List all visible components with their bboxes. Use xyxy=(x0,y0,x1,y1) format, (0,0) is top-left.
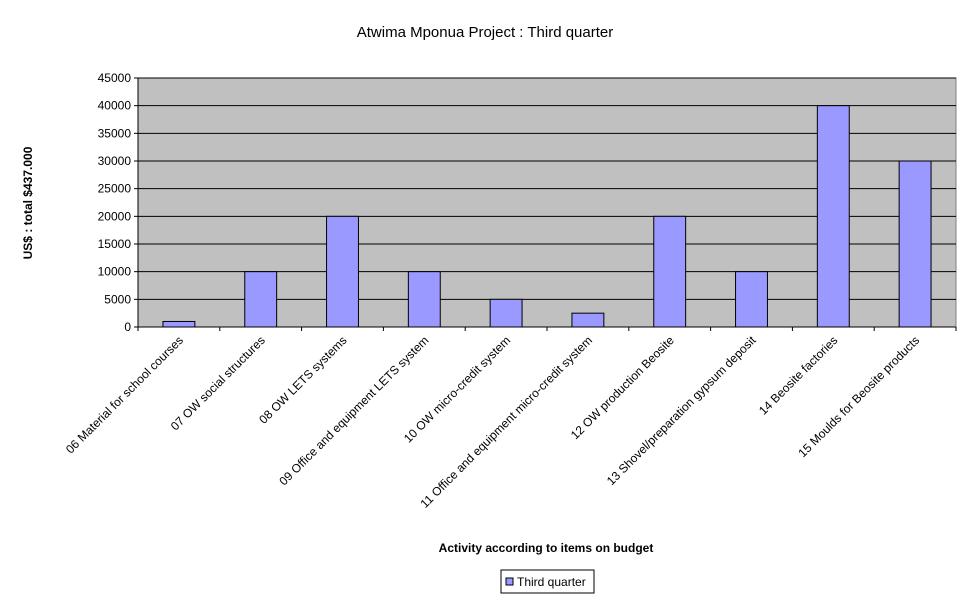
y-tick-label: 30000 xyxy=(98,154,132,168)
x-category-label: 06 Material for school courses xyxy=(63,333,186,456)
bar xyxy=(489,298,523,328)
x-category-label: 14 Beosite factories xyxy=(756,333,840,417)
legend-swatch xyxy=(505,577,514,586)
bar xyxy=(735,271,768,328)
y-tick-label: 25000 xyxy=(98,182,132,196)
y-tick-label: 0 xyxy=(124,320,131,334)
bar xyxy=(816,105,850,328)
legend-box xyxy=(500,569,595,594)
bar xyxy=(326,215,359,328)
x-category-label: 09 Office and equipment LETS system xyxy=(276,333,431,488)
bar xyxy=(244,271,278,328)
x-category-label: 07 OW social structures xyxy=(168,333,268,433)
y-tick-label: 15000 xyxy=(98,237,132,251)
x-category-label: 11 Office and equipment micro-credit sys… xyxy=(418,333,595,510)
y-tick-label: 5000 xyxy=(104,292,131,306)
y-tick-label: 45000 xyxy=(98,71,132,85)
legend: Third quarter xyxy=(500,569,595,594)
y-axis-title: US$ : total $437.000 xyxy=(21,146,35,259)
bar xyxy=(571,312,605,328)
y-tick-label: 40000 xyxy=(98,99,132,113)
y-axis-ticks: 0 5000 10000 15000 20000 25000 30000 35000 40000… xyxy=(98,71,138,334)
x-category-label: 08 OW LETS systems xyxy=(256,333,349,426)
bars xyxy=(162,105,932,328)
y-tick-label: 20000 xyxy=(98,209,132,223)
bar xyxy=(898,160,932,328)
bar xyxy=(653,215,687,328)
y-tick-label: 35000 xyxy=(98,126,132,140)
x-axis-title: Activity according to items on budget xyxy=(439,541,654,555)
x-category-label: 13 Shovel/preparation gypsum deposit xyxy=(604,333,759,488)
bar xyxy=(162,320,196,328)
bar xyxy=(407,271,441,328)
y-tick-label: 10000 xyxy=(98,265,132,279)
legend-label: Third quarter xyxy=(517,575,586,589)
chart-title: Atwima Mponua Project : Third quarter xyxy=(357,24,614,41)
